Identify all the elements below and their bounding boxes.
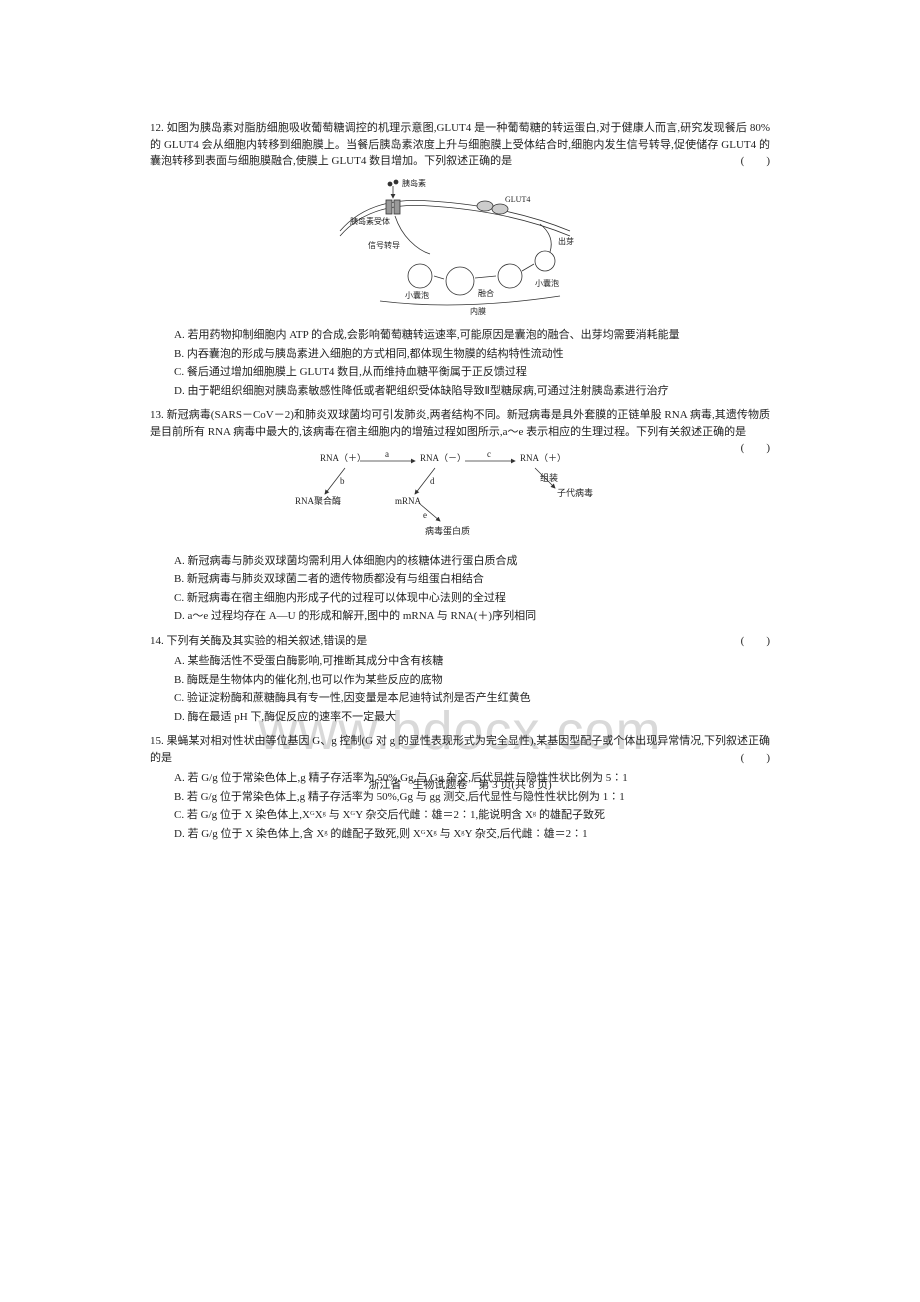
label-receptor: 胰岛素受体 (350, 216, 390, 226)
label-enzyme: RNA聚合酶 (295, 495, 341, 506)
q12-opt-a: A. 若用药物抑制细胞内 ATP 的合成,会影响葡萄糖转运速率,可能原因是囊泡的… (174, 327, 770, 344)
q12-opt-c: C. 餐后通过增加细胞膜上 GLUT4 数目,从而维持血糖平衡属于正反馈过程 (174, 364, 770, 381)
q15-stem: 15. 果蝇某对相对性状由等位基因 G、g 控制(G 对 g 的显性表现形式为完… (150, 733, 770, 766)
q12-number: 12. (150, 122, 164, 134)
q13-options: A. 新冠病毒与肺炎双球菌均需利用人体细胞内的核糖体进行蛋白质合成 B. 新冠病… (150, 553, 770, 625)
label-inner: 内膜 (470, 306, 486, 316)
q13-diagram: RNA（＋） RNA（－） RNA（＋） a c b d RNA聚合酶 mRNA… (150, 446, 770, 547)
label-mrna: mRNA (395, 496, 422, 506)
label-rna-plus-l: RNA（＋） (320, 453, 366, 463)
label-a: a (385, 449, 389, 459)
q12-opt-d: D. 由于靶组织细胞对胰岛素敏感性降低或者靶组织受体缺陷导致Ⅱ型糖尿病,可通过注… (174, 383, 770, 400)
q12-diagram: 胰岛素 胰岛素受体 GLUT4 信号转导 小囊泡 小囊泡 融合 出芽 内膜 (150, 176, 770, 322)
exam-page: 12. 如图为胰岛素对脂肪细胞吸收葡萄糖调控的机理示意图,GLUT4 是一种葡萄… (0, 0, 920, 842)
q12-paren: ( ) (741, 153, 770, 170)
q14-opt-d: D. 酶在最适 pH 下,酶促反应的速率不一定最大 (174, 709, 770, 726)
q15-opt-a: A. 若 G/g 位于常染色体上,g 精子存活率为 50%,Gg 与 Gg 杂交… (174, 770, 770, 787)
question-13: 13. 新冠病毒(SARS－CoV－2)和肺炎双球菌均可引发肺炎,两者结构不同。… (150, 407, 770, 625)
label-glut4: GLUT4 (505, 195, 530, 204)
q15-paren: ( ) (741, 750, 770, 767)
q12-options: A. 若用药物抑制细胞内 ATP 的合成,会影响葡萄糖转运速率,可能原因是囊泡的… (150, 327, 770, 399)
question-12: 12. 如图为胰岛素对脂肪细胞吸收葡萄糖调控的机理示意图,GLUT4 是一种葡萄… (150, 120, 770, 399)
q15-opt-d: D. 若 G/g 位于 X 染色体上,含 Xᵍ 的雌配子致死,则 XᴳXᵍ 与 … (174, 826, 770, 843)
label-c: c (487, 449, 491, 459)
q13-opt-b: B. 新冠病毒与肺炎双球菌二者的遗传物质都没有与组蛋白相结合 (174, 571, 770, 588)
label-signal: 信号转导 (368, 240, 400, 250)
q13-opt-c: C. 新冠病毒在宿主细胞内形成子代的过程可以体现中心法则的全过程 (174, 590, 770, 607)
q13-stem: 13. 新冠病毒(SARS－CoV－2)和肺炎双球菌均可引发肺炎,两者结构不同。… (150, 407, 770, 440)
q14-text: 下列有关酶及其实验的相关叙述,错误的是 (167, 635, 368, 647)
label-assemble: 组装 (540, 472, 558, 483)
question-14: 14. 下列有关酶及其实验的相关叙述,错误的是 ( ) A. 某些酶活性不受蛋白… (150, 633, 770, 726)
q14-options: A. 某些酶活性不受蛋白酶影响,可推断其成分中含有核糖 B. 酶既是生物体内的催… (150, 653, 770, 725)
label-b: b (340, 476, 345, 486)
label-vesicle-l: 小囊泡 (405, 290, 429, 300)
label-rna-plus-r: RNA（＋） (520, 453, 566, 463)
q14-stem: 14. 下列有关酶及其实验的相关叙述,错误的是 ( ) (150, 633, 770, 650)
q15-opt-c: C. 若 G/g 位于 X 染色体上,XᴳXᵍ 与 XᴳY 杂交后代雌∶雄＝2∶… (174, 807, 770, 824)
label-bud: 出芽 (558, 236, 574, 246)
label-d: d (430, 476, 435, 486)
q14-paren: ( ) (741, 633, 770, 650)
q13-opt-d: D. a～e 过程均存在 A—U 的形成和解开,图中的 mRNA 与 RNA(＋… (174, 608, 770, 625)
q14-opt-c: C. 验证淀粉酶和蔗糖酶具有专一性,因变量是本尼迪特试剂是否产生红黄色 (174, 690, 770, 707)
q13-paren: ( ) (741, 440, 770, 457)
label-rna-minus: RNA（－） (420, 453, 466, 463)
label-e: e (423, 510, 427, 520)
q13-text: 新冠病毒(SARS－CoV－2)和肺炎双球菌均可引发肺炎,两者结构不同。新冠病毒… (150, 409, 770, 438)
q14-opt-a: A. 某些酶活性不受蛋白酶影响,可推断其成分中含有核糖 (174, 653, 770, 670)
q12-text: 如图为胰岛素对脂肪细胞吸收葡萄糖调控的机理示意图,GLUT4 是一种葡萄糖的转运… (150, 122, 770, 167)
q15-opt-b: B. 若 G/g 位于常染色体上,g 精子存活率为 50%,Gg 与 gg 测交… (174, 789, 770, 806)
q14-number: 14. (150, 635, 164, 647)
q14-opt-b: B. 酶既是生物体内的催化剂,也可以作为某些反应的底物 (174, 672, 770, 689)
label-protein: 病毒蛋白质 (425, 525, 470, 536)
q15-options: A. 若 G/g 位于常染色体上,g 精子存活率为 50%,Gg 与 Gg 杂交… (150, 770, 770, 842)
question-15: 15. 果蝇某对相对性状由等位基因 G、g 控制(G 对 g 的显性表现形式为完… (150, 733, 770, 842)
label-insulin: 胰岛素 (402, 178, 426, 188)
q13-number: 13. (150, 409, 164, 421)
label-vesicle-r: 小囊泡 (535, 278, 559, 288)
q12-opt-b: B. 内吞囊泡的形成与胰岛素进入细胞的方式相同,都体现生物膜的结构特性流动性 (174, 346, 770, 363)
q13-opt-a: A. 新冠病毒与肺炎双球菌均需利用人体细胞内的核糖体进行蛋白质合成 (174, 553, 770, 570)
label-progeny: 子代病毒 (557, 487, 593, 498)
q15-number: 15. (150, 735, 164, 747)
q12-stem: 12. 如图为胰岛素对脂肪细胞吸收葡萄糖调控的机理示意图,GLUT4 是一种葡萄… (150, 120, 770, 170)
q15-text: 果蝇某对相对性状由等位基因 G、g 控制(G 对 g 的显性表现形式为完全显性)… (150, 735, 770, 764)
label-fuse: 融合 (478, 288, 494, 298)
